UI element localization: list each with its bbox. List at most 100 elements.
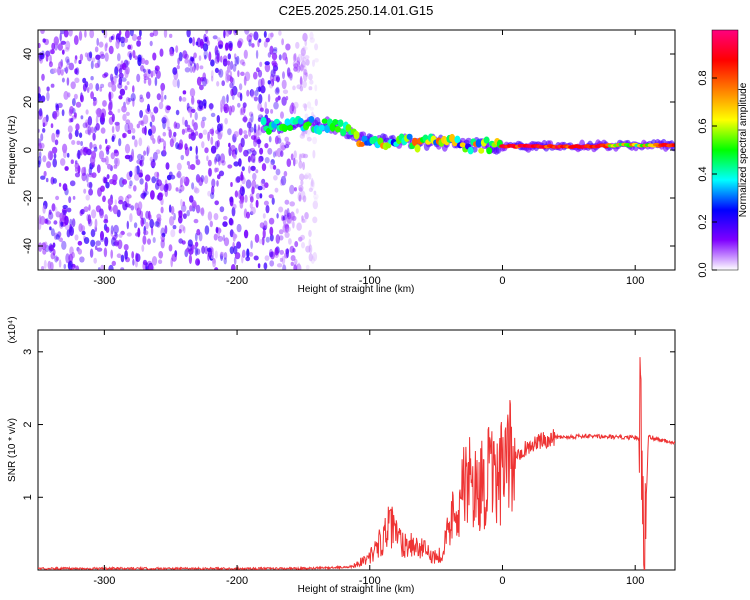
heatmap-cell [195, 154, 199, 160]
x-tick-label: 0 [499, 275, 505, 287]
heatmap-cell [238, 83, 243, 91]
heatmap-cell [156, 171, 160, 179]
heatmap-cell [187, 239, 193, 247]
heatmap-cell [60, 69, 64, 76]
heatmap-cell [230, 264, 236, 270]
heatmap-cell [199, 84, 204, 91]
heatmap-cell [84, 52, 89, 58]
heatmap-cell [284, 118, 291, 126]
heatmap-cell [263, 30, 267, 38]
heatmap-cell [308, 86, 313, 91]
heatmap-cell [296, 56, 301, 66]
heatmap-cell [285, 56, 288, 65]
heatmap-cell [84, 119, 89, 128]
heatmap-cell [73, 93, 78, 100]
heatmap-cell [101, 157, 107, 163]
heatmap-cell [81, 172, 87, 182]
heatmap-cell [75, 265, 80, 270]
heatmap-cell [234, 252, 241, 260]
heatmap-cell [135, 252, 139, 262]
heatmap-cell [82, 147, 88, 156]
spectrogram-ridge [260, 115, 675, 155]
heatmap-cell [90, 91, 94, 100]
heatmap-cell [223, 237, 230, 247]
heatmap-cell [284, 144, 290, 149]
snr-x-axis-label: Height of straight line (km) [298, 584, 415, 595]
heatmap-cell [269, 248, 273, 258]
heatmap-cell [89, 30, 95, 39]
heatmap-cell [258, 239, 264, 244]
heatmap-cell [66, 77, 70, 86]
heatmap-cell [63, 30, 69, 38]
heatmap-cell [74, 129, 79, 137]
heatmap-cell [51, 203, 56, 212]
heatmap-cell [207, 248, 213, 258]
heatmap-cell [227, 40, 233, 49]
heatmap-cell [257, 69, 263, 78]
heatmap-cell [182, 50, 188, 59]
heatmap-cell [126, 194, 132, 199]
heatmap-cell [113, 149, 118, 154]
heatmap-cell [83, 188, 87, 194]
heatmap-cell [262, 184, 266, 191]
heatmap-cell [264, 63, 271, 73]
heatmap-cell [214, 167, 218, 173]
heatmap-cell [90, 76, 94, 81]
heatmap-cell [188, 254, 192, 265]
heatmap-cell [139, 30, 142, 37]
heatmap-cell [220, 252, 225, 256]
heatmap-cell [95, 83, 100, 92]
heatmap-cell [156, 195, 160, 200]
heatmap-cell [261, 236, 265, 246]
heatmap-cell [234, 147, 238, 155]
heatmap-cell [196, 228, 201, 236]
heatmap-cell [276, 76, 280, 82]
heatmap-cell [150, 190, 155, 200]
heatmap-cell [192, 36, 196, 47]
heatmap-cell [411, 137, 418, 147]
heatmap-cell [57, 43, 63, 51]
heatmap-cell [202, 99, 207, 107]
heatmap-cell [75, 67, 80, 76]
heatmap-cell [194, 241, 199, 248]
heatmap-cell [278, 229, 284, 235]
heatmap-cell [253, 31, 259, 41]
heatmap-cell [299, 173, 305, 181]
heatmap-cell [125, 66, 130, 75]
heatmap-cell [96, 164, 101, 174]
heatmap-cell [280, 111, 284, 119]
heatmap-cell [270, 70, 276, 77]
heatmap-cell [137, 201, 143, 211]
heatmap-cell [116, 253, 122, 258]
heatmap-cell [324, 124, 331, 134]
heatmap-cell [141, 57, 146, 65]
heatmap-cell [120, 254, 125, 263]
colorbar-tick-label: 0.8 [697, 70, 709, 85]
heatmap-cell [250, 113, 254, 123]
heatmap-cell [145, 221, 149, 230]
heatmap-cell [98, 41, 104, 48]
heatmap-cell [298, 160, 303, 169]
heatmap-cell [208, 51, 212, 62]
heatmap-cell [304, 113, 309, 119]
heatmap-cell [65, 66, 68, 74]
heatmap-cell [177, 79, 180, 89]
heatmap-cell [225, 42, 229, 51]
heatmap-cell [91, 57, 96, 63]
heatmap-cell [123, 37, 129, 43]
heatmap-cell [257, 124, 261, 131]
heatmap-cell [207, 159, 212, 167]
heatmap-cell [95, 240, 101, 246]
heatmap-cell [246, 248, 250, 258]
heatmap-cell [275, 168, 281, 176]
heatmap-cell [204, 246, 209, 255]
heatmap-cell [64, 47, 70, 52]
x-tick-label: -200 [226, 575, 248, 587]
heatmap-cell [55, 195, 60, 201]
heatmap-cell [66, 59, 70, 66]
heatmap-cell [182, 201, 186, 207]
heatmap-cell [259, 222, 265, 229]
heatmap-cell [122, 113, 127, 121]
heatmap-cell [102, 195, 106, 203]
heatmap-cell [303, 71, 308, 82]
